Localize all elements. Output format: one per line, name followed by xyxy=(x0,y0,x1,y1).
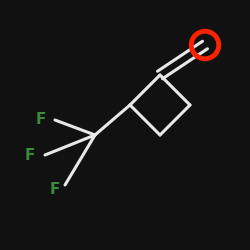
Text: F: F xyxy=(50,182,60,198)
Text: F: F xyxy=(25,148,35,162)
Text: F: F xyxy=(36,112,46,128)
